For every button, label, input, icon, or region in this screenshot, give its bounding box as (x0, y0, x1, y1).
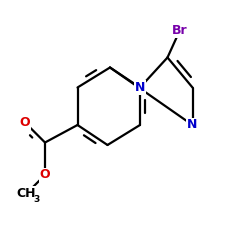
Text: Br: Br (172, 24, 188, 36)
Text: O: O (40, 168, 50, 181)
Text: N: N (135, 81, 145, 94)
Text: 3: 3 (33, 195, 40, 204)
Text: CH: CH (16, 187, 36, 200)
Text: O: O (20, 116, 30, 129)
Text: N: N (187, 118, 198, 132)
